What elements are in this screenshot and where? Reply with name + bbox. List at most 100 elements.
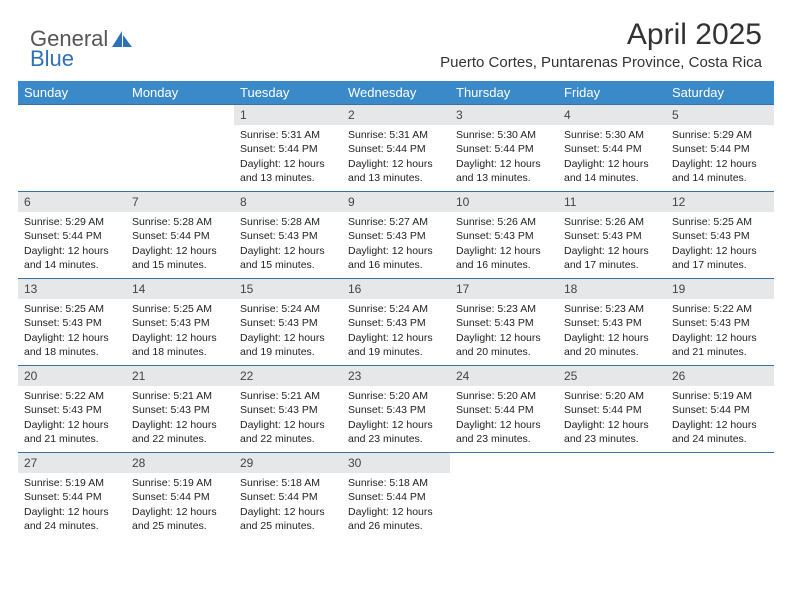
daylight-text: and 15 minutes. <box>240 258 336 272</box>
calendar-day: 3Sunrise: 5:30 AMSunset: 5:44 PMDaylight… <box>450 105 558 191</box>
daylight-text: Daylight: 12 hours <box>672 244 768 258</box>
date-number: 21 <box>126 366 234 386</box>
calendar-day: 23Sunrise: 5:20 AMSunset: 5:43 PMDayligh… <box>342 366 450 452</box>
sunset-text: Sunset: 5:44 PM <box>564 403 660 417</box>
sunset-text: Sunset: 5:43 PM <box>456 316 552 330</box>
sunset-text: Sunset: 5:43 PM <box>348 403 444 417</box>
calendar-day: 15Sunrise: 5:24 AMSunset: 5:43 PMDayligh… <box>234 279 342 365</box>
sunrise-text: Sunrise: 5:20 AM <box>348 389 444 403</box>
daylight-text: and 16 minutes. <box>348 258 444 272</box>
calendar-day: 29Sunrise: 5:18 AMSunset: 5:44 PMDayligh… <box>234 453 342 539</box>
date-number: 25 <box>558 366 666 386</box>
weekday-wed: Wednesday <box>342 81 450 104</box>
daylight-text: and 20 minutes. <box>456 345 552 359</box>
calendar-day: 25Sunrise: 5:20 AMSunset: 5:44 PMDayligh… <box>558 366 666 452</box>
sunrise-text: Sunrise: 5:19 AM <box>672 389 768 403</box>
daylight-text: Daylight: 12 hours <box>564 418 660 432</box>
day-details: Sunrise: 5:24 AMSunset: 5:43 PMDaylight:… <box>342 299 450 363</box>
sunset-text: Sunset: 5:44 PM <box>564 142 660 156</box>
calendar-day: 2Sunrise: 5:31 AMSunset: 5:44 PMDaylight… <box>342 105 450 191</box>
date-number: 29 <box>234 453 342 473</box>
daylight-text: and 17 minutes. <box>672 258 768 272</box>
daylight-text: and 13 minutes. <box>456 171 552 185</box>
sunrise-text: Sunrise: 5:25 AM <box>24 302 120 316</box>
sunset-text: Sunset: 5:43 PM <box>240 403 336 417</box>
date-number: 14 <box>126 279 234 299</box>
day-details: Sunrise: 5:31 AMSunset: 5:44 PMDaylight:… <box>234 125 342 189</box>
calendar-day: 18Sunrise: 5:23 AMSunset: 5:43 PMDayligh… <box>558 279 666 365</box>
calendar-empty <box>558 453 666 539</box>
day-details: Sunrise: 5:22 AMSunset: 5:43 PMDaylight:… <box>666 299 774 363</box>
day-details: Sunrise: 5:24 AMSunset: 5:43 PMDaylight:… <box>234 299 342 363</box>
sunrise-text: Sunrise: 5:21 AM <box>132 389 228 403</box>
sunrise-text: Sunrise: 5:18 AM <box>240 476 336 490</box>
location-subtitle: Puerto Cortes, Puntarenas Province, Cost… <box>440 54 762 71</box>
daylight-text: Daylight: 12 hours <box>132 331 228 345</box>
sunset-text: Sunset: 5:43 PM <box>240 229 336 243</box>
daylight-text: and 22 minutes. <box>240 432 336 446</box>
calendar-empty <box>18 105 126 191</box>
calendar-day: 17Sunrise: 5:23 AMSunset: 5:43 PMDayligh… <box>450 279 558 365</box>
daylight-text: Daylight: 12 hours <box>564 331 660 345</box>
weekday-sat: Saturday <box>666 81 774 104</box>
daylight-text: Daylight: 12 hours <box>348 157 444 171</box>
sunrise-text: Sunrise: 5:29 AM <box>672 128 768 142</box>
daylight-text: and 23 minutes. <box>564 432 660 446</box>
daylight-text: Daylight: 12 hours <box>456 244 552 258</box>
day-details: Sunrise: 5:22 AMSunset: 5:43 PMDaylight:… <box>18 386 126 450</box>
date-number: 28 <box>126 453 234 473</box>
sunset-text: Sunset: 5:43 PM <box>348 229 444 243</box>
sunset-text: Sunset: 5:44 PM <box>672 142 768 156</box>
sunrise-text: Sunrise: 5:24 AM <box>240 302 336 316</box>
daylight-text: and 20 minutes. <box>564 345 660 359</box>
daylight-text: Daylight: 12 hours <box>132 418 228 432</box>
daylight-text: Daylight: 12 hours <box>240 418 336 432</box>
sunrise-text: Sunrise: 5:25 AM <box>672 215 768 229</box>
date-number: 13 <box>18 279 126 299</box>
date-number: 3 <box>450 105 558 125</box>
day-details: Sunrise: 5:30 AMSunset: 5:44 PMDaylight:… <box>558 125 666 189</box>
calendar-day: 10Sunrise: 5:26 AMSunset: 5:43 PMDayligh… <box>450 192 558 278</box>
calendar-week: 20Sunrise: 5:22 AMSunset: 5:43 PMDayligh… <box>18 365 774 452</box>
sunset-text: Sunset: 5:44 PM <box>456 403 552 417</box>
calendar-day: 28Sunrise: 5:19 AMSunset: 5:44 PMDayligh… <box>126 453 234 539</box>
sunset-text: Sunset: 5:43 PM <box>132 403 228 417</box>
day-details: Sunrise: 5:27 AMSunset: 5:43 PMDaylight:… <box>342 212 450 276</box>
weekday-thu: Thursday <box>450 81 558 104</box>
day-details: Sunrise: 5:28 AMSunset: 5:44 PMDaylight:… <box>126 212 234 276</box>
daylight-text: and 19 minutes. <box>240 345 336 359</box>
calendar-week: 1Sunrise: 5:31 AMSunset: 5:44 PMDaylight… <box>18 104 774 191</box>
calendar-day: 5Sunrise: 5:29 AMSunset: 5:44 PMDaylight… <box>666 105 774 191</box>
daylight-text: Daylight: 12 hours <box>348 331 444 345</box>
sunset-text: Sunset: 5:44 PM <box>240 490 336 504</box>
daylight-text: and 21 minutes. <box>24 432 120 446</box>
date-number: 10 <box>450 192 558 212</box>
day-details: Sunrise: 5:29 AMSunset: 5:44 PMDaylight:… <box>18 212 126 276</box>
calendar-day: 21 Sunrise: 5:21 AMSunset: 5:43 PMDayligh… <box>126 366 234 452</box>
date-number: 5 <box>666 105 774 125</box>
sunset-text: Sunset: 5:44 PM <box>132 490 228 504</box>
date-number: 15 <box>234 279 342 299</box>
daylight-text: Daylight: 12 hours <box>348 418 444 432</box>
daylight-text: Daylight: 12 hours <box>348 244 444 258</box>
sunset-text: Sunset: 5:43 PM <box>672 316 768 330</box>
daylight-text: Daylight: 12 hours <box>564 157 660 171</box>
daylight-text: Daylight: 12 hours <box>132 244 228 258</box>
sunrise-text: Sunrise: 5:20 AM <box>456 389 552 403</box>
sunset-text: Sunset: 5:43 PM <box>348 316 444 330</box>
daylight-text: Daylight: 12 hours <box>240 331 336 345</box>
calendar-day: 30Sunrise: 5:18 AMSunset: 5:44 PMDayligh… <box>342 453 450 539</box>
calendar-day: 11Sunrise: 5:26 AMSunset: 5:43 PMDayligh… <box>558 192 666 278</box>
sunrise-text: Sunrise: 5:28 AM <box>132 215 228 229</box>
daylight-text: and 21 minutes. <box>672 345 768 359</box>
calendar-empty <box>666 453 774 539</box>
sunrise-text: Sunrise: 5:23 AM <box>456 302 552 316</box>
date-number: 24 <box>450 366 558 386</box>
weekday-tue: Tuesday <box>234 81 342 104</box>
date-number: 11 <box>558 192 666 212</box>
sunset-text: Sunset: 5:44 PM <box>24 229 120 243</box>
calendar-day: 24Sunrise: 5:20 AMSunset: 5:44 PMDayligh… <box>450 366 558 452</box>
sunset-text: Sunset: 5:44 PM <box>240 142 336 156</box>
sunrise-text: Sunrise: 5:26 AM <box>456 215 552 229</box>
calendar-day: 19Sunrise: 5:22 AMSunset: 5:43 PMDayligh… <box>666 279 774 365</box>
